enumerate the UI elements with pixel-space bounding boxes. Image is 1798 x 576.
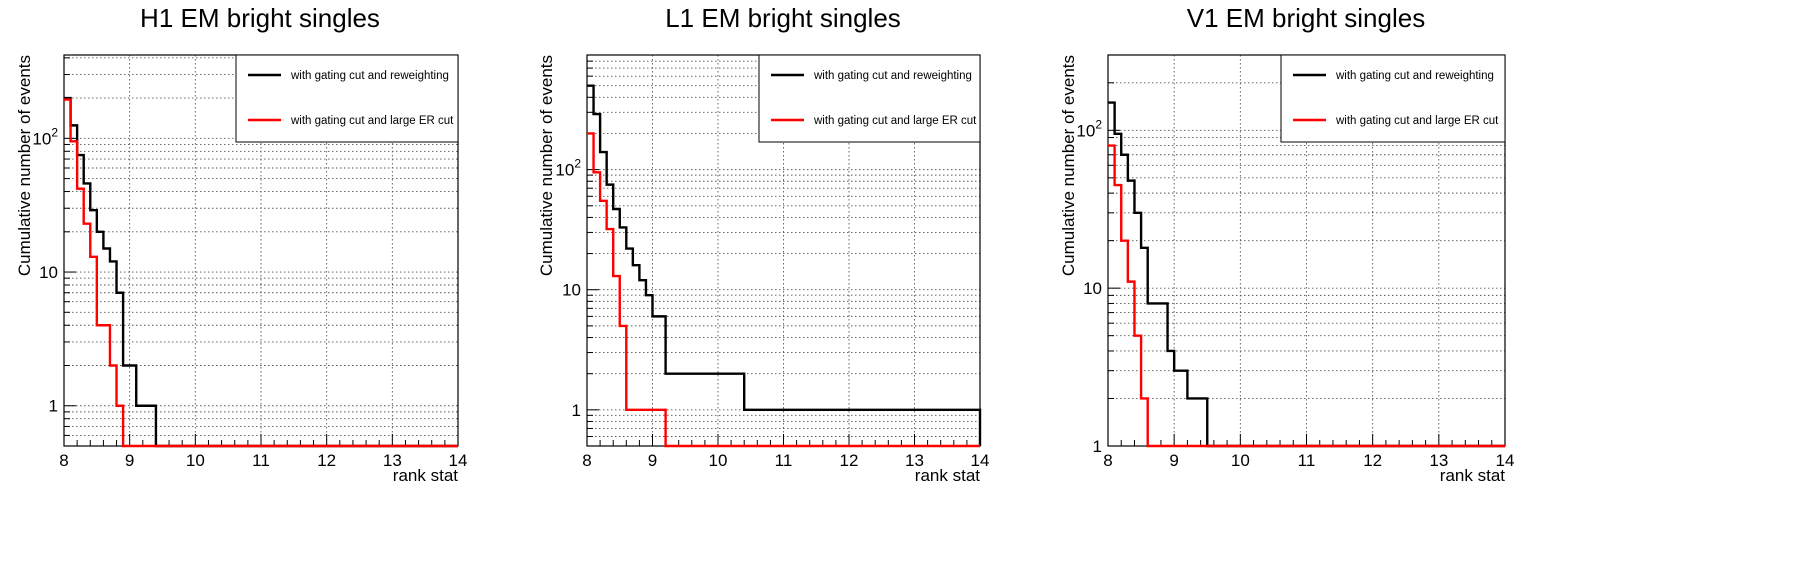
y-tick-label: 10: [1083, 279, 1102, 298]
x-tick-label: 14: [1496, 451, 1515, 470]
legend: with gating cut and reweighting with gati…: [235, 54, 459, 143]
x-tick-label: 10: [709, 451, 728, 470]
legend-label: with gating cut and large ER cut: [290, 115, 454, 127]
legend-label: with gating cut and reweighting: [290, 70, 449, 82]
series-line-2: [587, 132, 980, 448]
y-tick-exponent: 2: [574, 157, 581, 171]
y-axis-label: Cumulative number of events: [15, 55, 34, 276]
x-tick-label: 9: [1169, 451, 1178, 470]
y-tick-label: 10: [562, 281, 581, 300]
legend-label: with gating cut and large ER cut: [1335, 115, 1499, 127]
x-tick-label: 10: [1231, 451, 1250, 470]
x-tick-label: 14: [971, 451, 990, 470]
x-tick-label: 13: [905, 451, 924, 470]
y-tick-label: 1: [1093, 437, 1102, 456]
y-tick-label: 1: [572, 401, 581, 420]
x-tick-label: 8: [582, 451, 591, 470]
series-line-2: [64, 98, 458, 448]
y-tick-base: 10: [562, 281, 581, 300]
x-axis-label: rank stat: [915, 466, 980, 485]
x-tick-label: 10: [186, 451, 205, 470]
x-tick-label: 12: [840, 451, 859, 470]
y-tick-exponent: 2: [1095, 117, 1102, 131]
legend-label: with gating cut and reweighting: [1335, 70, 1494, 82]
y-axis-label: Cumulative number of events: [1059, 55, 1078, 276]
y-tick-base: 10: [1083, 279, 1102, 298]
y-tick-exponent: 2: [51, 125, 58, 139]
chart-title: V1 EM bright singles: [1187, 3, 1425, 33]
x-tick-label: 13: [383, 451, 402, 470]
y-tick-label: 102: [1076, 117, 1102, 140]
x-tick-label: 8: [59, 451, 68, 470]
x-tick-label: 12: [1363, 451, 1382, 470]
chart-title: H1 EM bright singles: [140, 3, 380, 33]
x-tick-label: 11: [252, 451, 270, 470]
x-tick-label: 12: [317, 451, 336, 470]
legend-label: with gating cut and large ER cut: [813, 115, 977, 127]
legend-box: [758, 54, 981, 143]
legend: with gating cut and reweighting with gati…: [758, 54, 981, 143]
x-tick-label: 11: [775, 451, 793, 470]
chart-title: L1 EM bright singles: [665, 3, 901, 33]
y-tick-label: 1: [49, 397, 58, 416]
series-line-1: [1108, 101, 1505, 448]
y-tick-label: 102: [32, 125, 58, 148]
x-axis-label: rank stat: [1440, 466, 1505, 485]
y-tick-base: 10: [39, 263, 58, 282]
y-tick-base: 10: [555, 161, 574, 180]
x-tick-label: 8: [1103, 451, 1112, 470]
y-tick-label: 102: [555, 157, 581, 180]
legend-box: [1280, 54, 1506, 143]
x-tick-label: 9: [125, 451, 134, 470]
y-tick-base: 1: [49, 397, 58, 416]
y-tick-base: 10: [32, 129, 51, 148]
y-tick-label: 10: [39, 263, 58, 282]
legend-box: [235, 54, 459, 143]
y-axis-label: Cumulative number of events: [537, 55, 556, 276]
x-tick-label: 9: [648, 451, 657, 470]
y-tick-base: 1: [1093, 437, 1102, 456]
x-tick-label: 13: [1429, 451, 1448, 470]
y-tick-base: 1: [572, 401, 581, 420]
x-tick-label: 11: [1298, 451, 1316, 470]
series-line-1: [587, 84, 982, 446]
x-tick-label: 14: [449, 451, 468, 470]
legend: with gating cut and reweighting with gati…: [1280, 54, 1506, 143]
series-line-2: [1108, 144, 1505, 448]
legend-label: with gating cut and reweighting: [813, 70, 972, 82]
y-tick-base: 10: [1076, 121, 1095, 140]
x-axis-label: rank stat: [393, 466, 458, 485]
